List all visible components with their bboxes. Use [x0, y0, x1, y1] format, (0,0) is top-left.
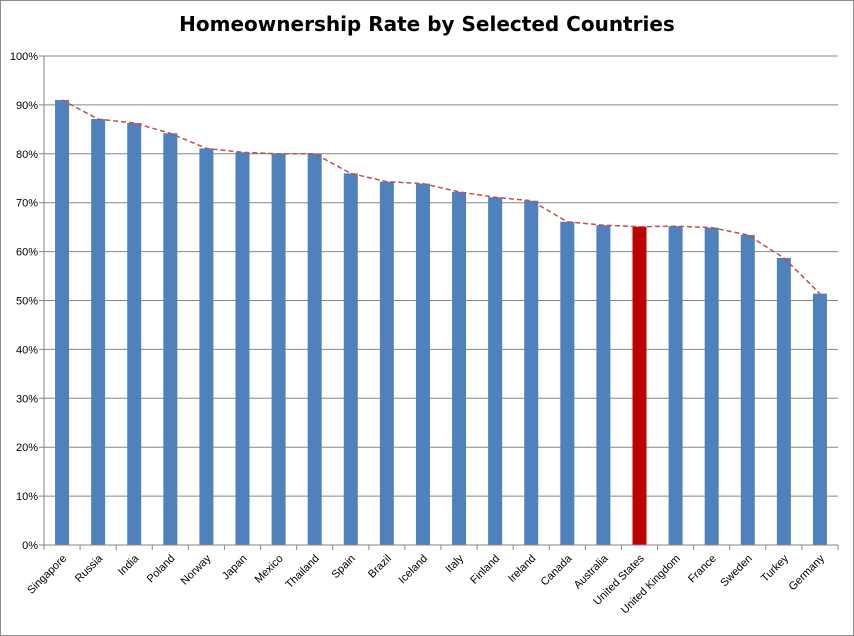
bar-finland [488, 197, 503, 546]
bar-japan [235, 152, 250, 545]
x-tick-label: Thailand [283, 553, 321, 591]
bar-italy [452, 191, 467, 545]
bar-iceland [415, 183, 430, 545]
bar-russia [91, 119, 106, 546]
x-tick-label: Brazil [366, 553, 394, 581]
bars [55, 100, 827, 546]
chart-title: Homeownership Rate by Selected Countries [179, 12, 675, 36]
bar-singapore [55, 100, 70, 545]
x-tick-label: Iceland [396, 553, 430, 587]
y-axis-tick-labels: 0% 10% 20% 30% 40% 50% 60% 70% 80% 90% 100% [10, 51, 38, 552]
x-tick-label: Finland [468, 553, 502, 587]
y-tick-label: 50% [16, 296, 38, 308]
x-tick-label: Germany [787, 552, 828, 593]
y-tick-label: 10% [16, 491, 38, 503]
y-tick-label: 80% [16, 149, 38, 161]
y-tick-label: 20% [16, 442, 38, 454]
y-tick-label: 90% [16, 100, 38, 112]
bar-australia [596, 225, 611, 545]
x-tick-label: France [686, 553, 719, 586]
y-tick-label: 30% [16, 393, 38, 405]
y-tick-label: 60% [16, 247, 38, 259]
x-axis-tick-labels: Singapore Russia India Poland Norway Japan Mex… [25, 552, 827, 616]
x-tick-label: Spain [330, 553, 358, 581]
bar-india [127, 122, 142, 546]
bar-norway [199, 148, 214, 545]
bar-turkey [776, 257, 791, 545]
bar-canada [560, 221, 575, 545]
bar-ireland [524, 200, 539, 545]
x-tick-label: Russia [73, 552, 106, 585]
bar-sweden [740, 234, 755, 545]
x-tick-label: Poland [145, 553, 178, 586]
bar-spain [343, 173, 358, 546]
bar-france [704, 227, 719, 545]
bar-germany [812, 293, 827, 545]
x-tick-label: India [116, 552, 142, 578]
bar-united-states [632, 226, 647, 545]
y-tick-label: 40% [16, 344, 38, 356]
y-tick-label: 100% [10, 51, 38, 63]
trend-line-layer [61, 99, 821, 295]
bar-mexico [271, 153, 286, 546]
bar-brazil [379, 181, 394, 545]
x-tick-label: Italy [443, 552, 466, 575]
y-tick-label: 70% [16, 198, 38, 210]
x-tick-label: Canada [539, 552, 575, 588]
trend-line [61, 99, 821, 295]
x-tick-label: Turkey [759, 552, 791, 584]
bar-thailand [307, 153, 322, 546]
x-tick-label: Mexico [253, 553, 286, 586]
y-tick-label: 0% [22, 540, 38, 552]
x-tick-label: Ireland [506, 553, 538, 585]
x-tick-label: Norway [179, 552, 214, 587]
x-tick-label: Japan [220, 553, 250, 583]
x-tick-label: Singapore [25, 553, 69, 597]
axes [43, 56, 839, 550]
x-tick-label: Sweden [718, 553, 755, 590]
bar-poland [163, 133, 178, 545]
bar-united-kingdom [668, 226, 683, 545]
